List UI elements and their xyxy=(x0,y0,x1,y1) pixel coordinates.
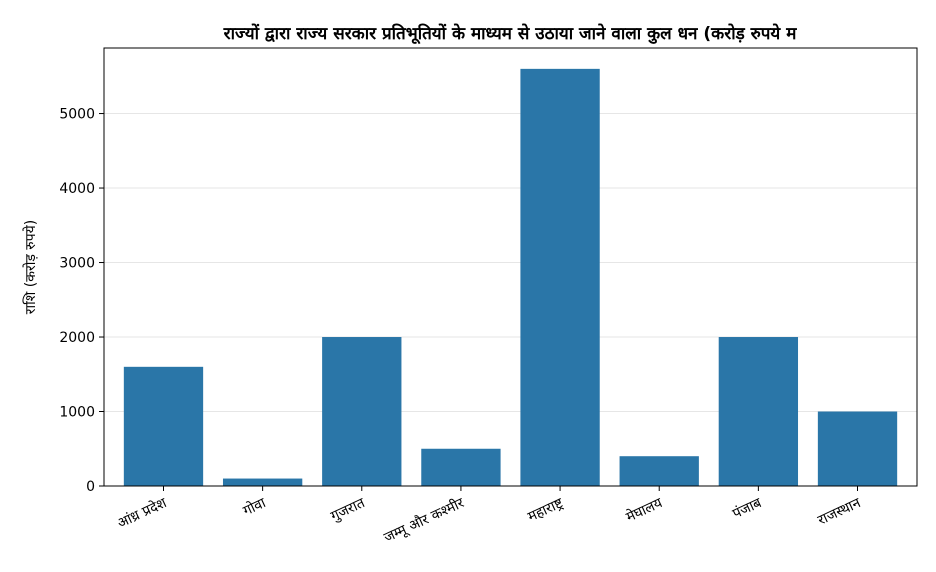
y-tick-label: 0 xyxy=(86,479,95,495)
y-axis-ticks: 0 1000 2000 3000 4000 5000 xyxy=(59,107,104,495)
y-tick-label: 2000 xyxy=(59,330,95,346)
y-tick-label: 5000 xyxy=(59,107,95,123)
bar xyxy=(123,366,204,486)
chart-title: राज्यों द्वारा राज्य सरकार प्रतिभूतियों … xyxy=(223,23,798,45)
bar xyxy=(619,456,699,486)
bars xyxy=(123,68,898,486)
plot-frame xyxy=(103,47,918,487)
bar xyxy=(817,411,898,486)
y-tick-label: 1000 xyxy=(59,405,95,421)
bar xyxy=(222,478,303,486)
bar xyxy=(520,68,600,486)
y-axis-label: राशि (करोड़ रुपये) xyxy=(22,220,39,314)
y-tick-label: 4000 xyxy=(59,181,95,197)
bar xyxy=(322,337,402,486)
bar xyxy=(421,448,501,486)
y-tick-label: 3000 xyxy=(59,256,95,272)
bar xyxy=(718,337,799,486)
